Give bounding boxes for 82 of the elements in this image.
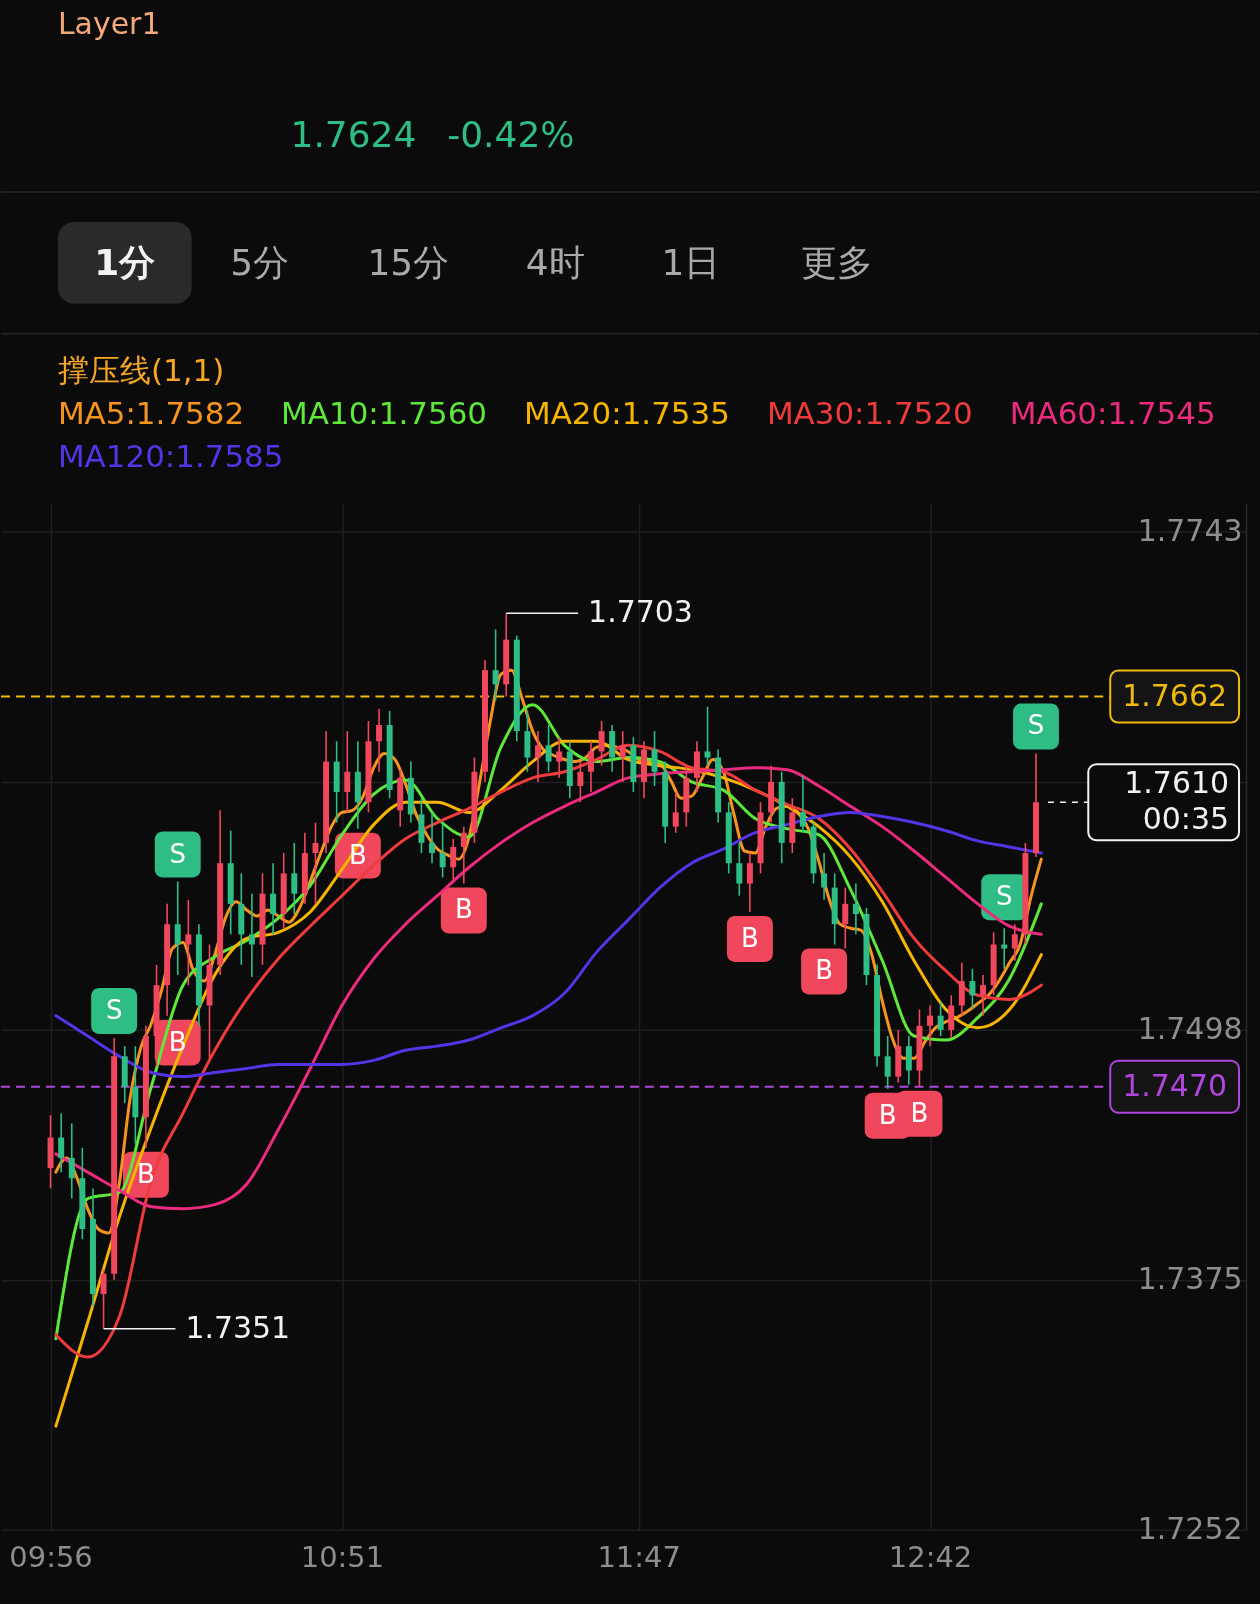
text: 更多 bbox=[800, 241, 873, 283]
candlestick bbox=[704, 705, 711, 767]
x-tick-label: 10:51 bbox=[300, 1540, 385, 1575]
text: 5分 bbox=[230, 241, 290, 283]
annotation: B bbox=[168, 1026, 187, 1057]
candlestick bbox=[969, 968, 976, 1011]
candlestick bbox=[174, 880, 181, 976]
candlestick bbox=[980, 974, 987, 1017]
annotation: 1.7703 bbox=[588, 594, 693, 630]
x-tick-label: 09:56 bbox=[9, 1540, 93, 1575]
candlestick bbox=[651, 730, 658, 787]
text: MA60:1.7545 bbox=[1009, 394, 1216, 431]
candlestick bbox=[450, 838, 457, 881]
candlestick bbox=[852, 882, 859, 936]
candlestick bbox=[68, 1122, 75, 1200]
annotation: S bbox=[1027, 710, 1045, 741]
candlestick bbox=[927, 1004, 934, 1047]
candlestick bbox=[439, 821, 446, 879]
annotation: S bbox=[995, 881, 1013, 912]
annotation: S bbox=[169, 838, 186, 869]
ref-line-label: 1.7662 bbox=[1122, 677, 1228, 713]
candlestick bbox=[492, 628, 499, 702]
annotation: B bbox=[741, 922, 759, 953]
candlestick bbox=[248, 892, 255, 978]
text: Layer1 bbox=[57, 6, 161, 42]
candlestick bbox=[58, 1112, 65, 1173]
annotation: B bbox=[878, 1099, 897, 1130]
annotation: 1.7351 bbox=[185, 1309, 291, 1345]
candlestick bbox=[799, 775, 806, 834]
candlestick bbox=[937, 1000, 944, 1037]
text: MA10:1.7560 bbox=[281, 394, 488, 431]
candlestick bbox=[270, 862, 277, 936]
text: 15分 bbox=[367, 241, 450, 283]
text: 4时 bbox=[525, 241, 585, 283]
text: MA30:1.7520 bbox=[766, 394, 973, 431]
ref-line-label: 1.7470 bbox=[1122, 1067, 1228, 1103]
y-tick-label: 1.7498 bbox=[1137, 1011, 1243, 1047]
candlestick bbox=[746, 852, 753, 913]
candlestick bbox=[587, 740, 594, 793]
annotation: B bbox=[348, 839, 367, 870]
candlestick bbox=[545, 724, 552, 773]
candlestick bbox=[1011, 923, 1018, 962]
candlestick bbox=[1001, 927, 1008, 970]
x-tick-label: 11:47 bbox=[597, 1540, 681, 1575]
line-series bbox=[54, 810, 1043, 1079]
candlestick bbox=[535, 730, 541, 783]
candlestick bbox=[598, 720, 605, 767]
text: MA120:1.7585 bbox=[57, 437, 284, 474]
y-tick-label: 1.7743 bbox=[1137, 513, 1243, 549]
text: 1.7624 bbox=[290, 114, 417, 156]
candlestick bbox=[821, 852, 828, 901]
candlestick bbox=[376, 707, 383, 773]
candlestick bbox=[619, 730, 626, 783]
annotation: B bbox=[454, 894, 473, 925]
candlestick bbox=[577, 760, 584, 804]
candlestick bbox=[344, 730, 351, 814]
text: MA20:1.7535 bbox=[524, 394, 730, 431]
candlestick bbox=[556, 736, 563, 779]
candlestick bbox=[312, 821, 319, 905]
text: MA5:1.7582 bbox=[57, 394, 245, 431]
candlestick bbox=[460, 825, 467, 885]
text: 撑压线(1,1) bbox=[57, 351, 225, 388]
candlestick bbox=[736, 842, 743, 897]
x-tick-label: 12:42 bbox=[888, 1540, 973, 1575]
candlestick bbox=[429, 811, 436, 865]
annotation: 1.7610 bbox=[1124, 765, 1230, 801]
candlestick bbox=[672, 791, 679, 834]
candlestick bbox=[291, 842, 298, 915]
text: 1分 bbox=[94, 241, 156, 283]
candlestick bbox=[100, 1268, 107, 1330]
text: 1日 bbox=[661, 241, 721, 283]
text: -0.42% bbox=[447, 114, 575, 156]
candlestick bbox=[185, 899, 192, 986]
y-tick-label: 1.7252 bbox=[1137, 1511, 1243, 1547]
candlestick bbox=[842, 886, 849, 950]
candlestick bbox=[884, 1035, 891, 1090]
annotation: B bbox=[815, 955, 833, 986]
annotation: 00:35 bbox=[1142, 801, 1230, 837]
annotation: S bbox=[105, 995, 123, 1026]
annotation: B bbox=[910, 1097, 929, 1128]
y-tick-label: 1.7375 bbox=[1137, 1261, 1243, 1297]
annotation: B bbox=[137, 1158, 155, 1189]
